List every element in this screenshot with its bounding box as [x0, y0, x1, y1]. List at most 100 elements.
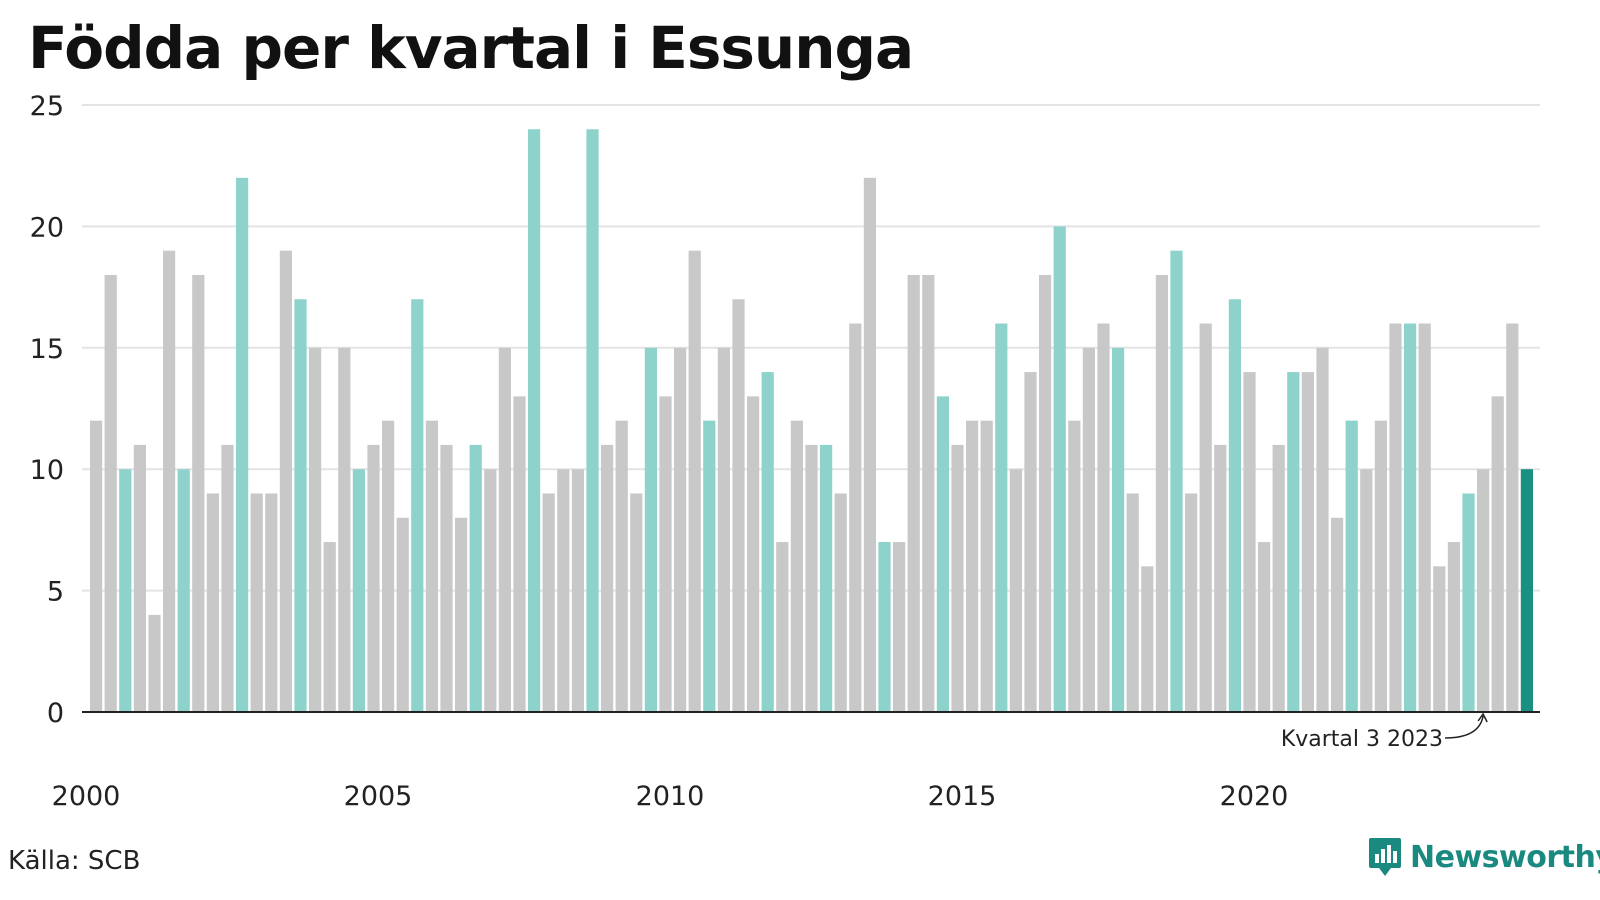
newsworthy-logo-icon: [1369, 838, 1401, 876]
bar: [1360, 469, 1373, 712]
chart-title: Födda per kvartal i Essunga: [28, 14, 914, 82]
bar: [644, 347, 657, 712]
bar: [630, 493, 643, 712]
bar: [382, 420, 395, 712]
bar: [206, 493, 219, 712]
bar: [221, 444, 234, 712]
bar: [133, 444, 146, 712]
source-label: Källa: SCB: [8, 846, 141, 876]
bar: [601, 444, 614, 712]
bar: [352, 469, 365, 712]
bar: [1097, 323, 1110, 712]
bar: [542, 493, 555, 712]
bar: [455, 517, 468, 712]
bar: [1068, 420, 1081, 712]
bar: [615, 420, 628, 712]
bar: [586, 129, 599, 712]
bar: [440, 444, 453, 712]
bar: [119, 469, 132, 712]
bar: [849, 323, 862, 712]
bar: [1199, 323, 1212, 712]
bar: [878, 542, 891, 712]
y-tick-label: 5: [47, 577, 64, 608]
bar: [951, 444, 964, 712]
bar: [688, 250, 701, 712]
bar: [1258, 542, 1271, 712]
bar: [1170, 250, 1183, 712]
bar: [805, 444, 818, 712]
bar: [163, 250, 176, 712]
bar: [396, 517, 409, 712]
bar: [104, 274, 117, 712]
bar: [1316, 347, 1329, 712]
bar: [936, 396, 949, 712]
bar: [1491, 396, 1504, 712]
bar: [279, 250, 292, 712]
bar: [338, 347, 351, 712]
x-tick-label: 2005: [344, 781, 413, 812]
bar: [1053, 226, 1066, 712]
bar: [1433, 566, 1446, 712]
bar: [834, 493, 847, 712]
x-tick-label: 2000: [52, 781, 121, 812]
bar: [1374, 420, 1387, 712]
y-tick-label: 15: [30, 334, 64, 365]
bar: [513, 396, 526, 712]
annotation-arrow: [1444, 715, 1484, 739]
bar: [1039, 274, 1052, 712]
y-tick-label: 10: [30, 455, 64, 486]
bar: [1418, 323, 1431, 712]
bars: [90, 129, 1533, 713]
bar: [1214, 444, 1227, 712]
bar: [1301, 372, 1314, 712]
y-tick-label: 20: [30, 212, 64, 243]
y-axis-ticks: 0 5 10 15 20 25: [30, 91, 64, 729]
newsworthy-logo: Newsworthy: [1368, 836, 1600, 878]
bar: [863, 177, 876, 713]
bar: [557, 469, 570, 712]
bar: [367, 444, 380, 712]
annotation-arrowhead: [1477, 712, 1488, 723]
bar: [1477, 469, 1490, 712]
bar: [1228, 299, 1241, 712]
y-tick-label: 0: [47, 698, 64, 729]
bar: [1185, 493, 1198, 712]
bar: [1243, 372, 1256, 712]
bar: [425, 420, 438, 712]
bar: [995, 323, 1008, 712]
bar: [177, 469, 190, 712]
y-tick-label: 25: [30, 91, 64, 122]
bar: [1520, 469, 1533, 712]
bar: [717, 347, 730, 712]
annotation-label: Kvartal 3 2023: [1281, 727, 1443, 752]
x-tick-label: 2020: [1220, 781, 1289, 812]
bar: [236, 177, 249, 713]
bar: [294, 299, 307, 712]
bar: [1447, 542, 1460, 712]
bar: [966, 420, 979, 712]
bar: [1506, 323, 1519, 712]
bar: [1155, 274, 1168, 712]
bar: [732, 299, 745, 712]
bar: [747, 396, 760, 712]
bar: [1272, 444, 1285, 712]
bar: [1331, 517, 1344, 712]
bar: [1112, 347, 1125, 712]
bar: [1462, 493, 1475, 712]
bar: [90, 420, 103, 712]
bar: [411, 299, 424, 712]
bar: [1024, 372, 1037, 712]
x-tick-label: 2015: [928, 781, 997, 812]
bar: [192, 274, 205, 712]
bar: [1126, 493, 1139, 712]
bar: [265, 493, 278, 712]
bar: [323, 542, 336, 712]
bar: [1345, 420, 1358, 712]
bar: [571, 469, 584, 712]
bar: [484, 469, 497, 712]
bar: [674, 347, 687, 712]
bar: [659, 396, 672, 712]
bar: [1082, 347, 1095, 712]
x-axis-ticks: 2000 2005 2010 2015 2020: [52, 781, 1289, 812]
